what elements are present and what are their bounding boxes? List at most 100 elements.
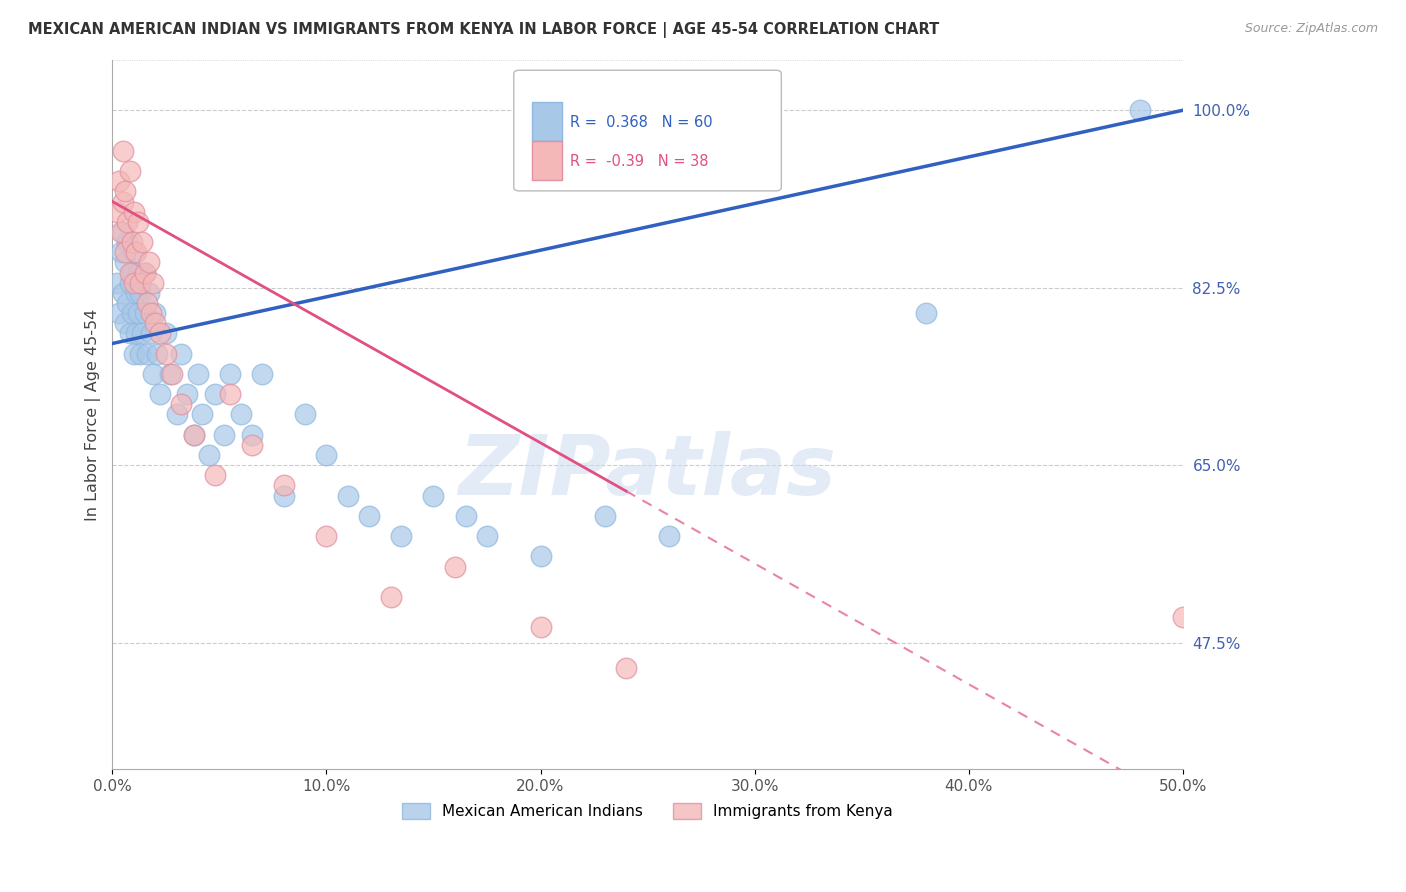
- Point: [118, 276, 141, 290]
- Point: [1171, 610, 1194, 624]
- Point: [138, 285, 160, 300]
- Text: ZIPatlas: ZIPatlas: [458, 431, 837, 512]
- Point: [117, 215, 139, 229]
- Text: R =  0.368   N = 60: R = 0.368 N = 60: [571, 114, 713, 129]
- Point: [112, 285, 135, 300]
- Point: [273, 489, 295, 503]
- Point: [162, 367, 184, 381]
- Text: Source: ZipAtlas.com: Source: ZipAtlas.com: [1244, 22, 1378, 36]
- Point: [127, 306, 149, 320]
- Point: [114, 316, 136, 330]
- Point: [294, 408, 316, 422]
- Point: [166, 408, 188, 422]
- Point: [187, 367, 209, 381]
- Point: [614, 661, 637, 675]
- Point: [114, 185, 136, 199]
- Point: [229, 408, 252, 422]
- Point: [219, 387, 242, 401]
- Point: [475, 529, 498, 543]
- Point: [125, 326, 148, 341]
- Point: [315, 448, 337, 462]
- Point: [129, 346, 152, 360]
- Point: [131, 235, 153, 249]
- Point: [129, 285, 152, 300]
- Point: [191, 408, 214, 422]
- Point: [118, 326, 141, 341]
- Point: [240, 427, 263, 442]
- Point: [155, 346, 177, 360]
- Point: [159, 367, 181, 381]
- Point: [134, 266, 156, 280]
- Point: [170, 397, 193, 411]
- Point: [125, 245, 148, 260]
- Point: [139, 306, 162, 320]
- Point: [148, 326, 170, 341]
- Point: [389, 529, 412, 543]
- FancyBboxPatch shape: [531, 103, 562, 141]
- Point: [108, 174, 131, 188]
- FancyBboxPatch shape: [531, 141, 562, 180]
- Text: MEXICAN AMERICAN INDIAN VS IMMIGRANTS FROM KENYA IN LABOR FORCE | AGE 45-54 CORR: MEXICAN AMERICAN INDIAN VS IMMIGRANTS FR…: [28, 22, 939, 38]
- Point: [380, 590, 402, 604]
- Point: [121, 266, 143, 280]
- Point: [114, 255, 136, 269]
- Point: [359, 508, 381, 523]
- Point: [139, 326, 162, 341]
- Point: [129, 276, 152, 290]
- Point: [315, 529, 337, 543]
- Point: [110, 245, 132, 260]
- Point: [197, 448, 219, 462]
- Point: [1129, 103, 1152, 118]
- Point: [273, 478, 295, 492]
- Point: [125, 285, 148, 300]
- Legend: Mexican American Indians, Immigrants from Kenya: Mexican American Indians, Immigrants fro…: [396, 797, 898, 825]
- Point: [252, 367, 274, 381]
- Text: R =  -0.39   N = 38: R = -0.39 N = 38: [571, 153, 709, 169]
- Point: [121, 235, 143, 249]
- Point: [914, 306, 936, 320]
- Point: [105, 276, 128, 290]
- Point: [121, 306, 143, 320]
- Point: [110, 225, 132, 239]
- Point: [127, 266, 149, 280]
- Point: [112, 225, 135, 239]
- Point: [155, 326, 177, 341]
- Point: [143, 306, 166, 320]
- Point: [112, 194, 135, 209]
- Point: [135, 346, 157, 360]
- Point: [134, 266, 156, 280]
- Point: [122, 245, 145, 260]
- Point: [336, 489, 359, 503]
- Point: [105, 204, 128, 219]
- Point: [117, 296, 139, 310]
- Point: [593, 508, 616, 523]
- Point: [127, 215, 149, 229]
- Point: [122, 204, 145, 219]
- Point: [131, 326, 153, 341]
- Point: [142, 367, 165, 381]
- Point: [122, 276, 145, 290]
- Point: [118, 164, 141, 178]
- Point: [529, 620, 551, 634]
- Point: [529, 549, 551, 564]
- Y-axis label: In Labor Force | Age 45-54: In Labor Force | Age 45-54: [86, 309, 101, 521]
- Point: [134, 306, 156, 320]
- Point: [444, 559, 467, 574]
- Point: [112, 144, 135, 158]
- Point: [204, 468, 226, 483]
- Point: [108, 306, 131, 320]
- Point: [422, 489, 444, 503]
- Point: [142, 276, 165, 290]
- Point: [135, 296, 157, 310]
- Point: [183, 427, 205, 442]
- Point: [219, 367, 242, 381]
- Point: [658, 529, 681, 543]
- Point: [114, 245, 136, 260]
- Point: [240, 438, 263, 452]
- Point: [122, 346, 145, 360]
- Point: [138, 255, 160, 269]
- Point: [212, 427, 235, 442]
- Point: [454, 508, 477, 523]
- Point: [183, 427, 205, 442]
- Point: [143, 316, 166, 330]
